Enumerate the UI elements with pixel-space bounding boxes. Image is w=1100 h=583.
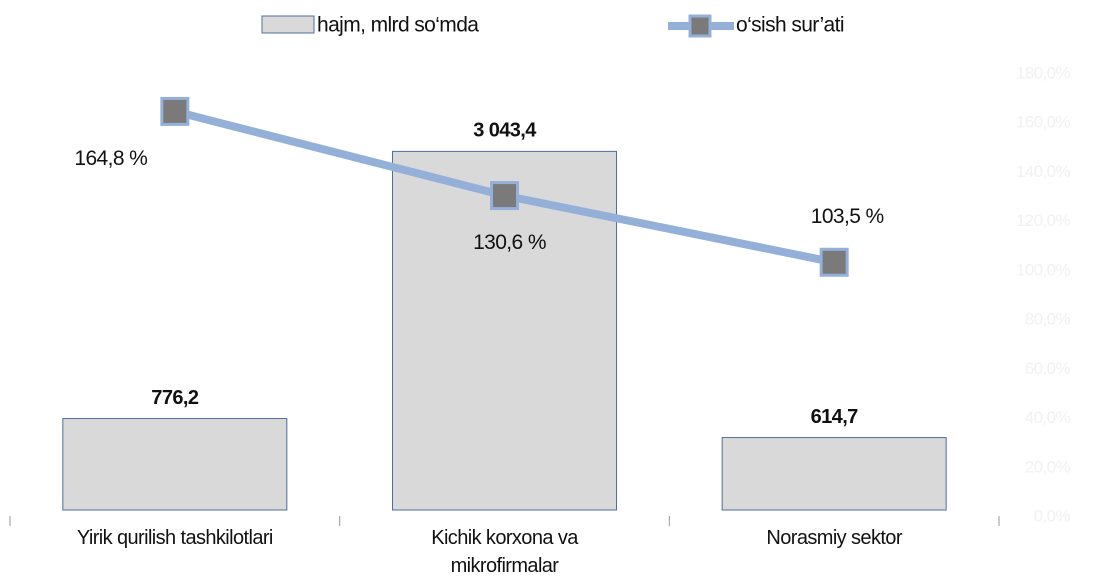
line-value-label: 103,5 % — [811, 205, 884, 228]
y2-tick-label: 40,0% — [1025, 408, 1071, 427]
line-marker — [819, 247, 849, 277]
y2-tick-label: 80,0% — [1025, 310, 1071, 329]
y2-tick-label: 180,0% — [1016, 63, 1071, 82]
line-marker — [160, 96, 190, 126]
y2-tick-label: 140,0% — [1016, 162, 1071, 181]
bar-value-label: 614,7 — [811, 406, 859, 428]
x-tick-label: Yirik qurilish tashkilotlari — [76, 527, 273, 549]
legend-label: o‘sish sur’ati — [736, 14, 844, 37]
x-tick-label: Kichik korxona va mikrofirmalar — [431, 527, 578, 577]
bar — [721, 437, 947, 511]
bar-value-label: 3 043,4 — [473, 120, 537, 142]
y2-tick-label: 160,0% — [1016, 113, 1071, 132]
y2-tick-label: 0,0% — [1034, 506, 1071, 525]
line-marker — [490, 181, 519, 211]
y2-tick-label: 60,0% — [1025, 359, 1071, 378]
bar — [62, 418, 288, 511]
line-value-label: 164,8 % — [74, 147, 147, 170]
legend-label: hajm, mlrd so‘mda — [317, 14, 479, 37]
legend-marker — [688, 14, 712, 38]
legend-swatch — [261, 15, 315, 34]
x-tick-label: Norasmiy sektor — [766, 527, 902, 549]
line-value-label: 130,6 % — [473, 231, 546, 254]
bar-value-label: 776,2 — [151, 387, 199, 409]
y2-tick-label: 120,0% — [1016, 211, 1071, 230]
y2-tick-label: 100,0% — [1016, 260, 1071, 279]
y2-tick-label: 20,0% — [1025, 457, 1071, 476]
